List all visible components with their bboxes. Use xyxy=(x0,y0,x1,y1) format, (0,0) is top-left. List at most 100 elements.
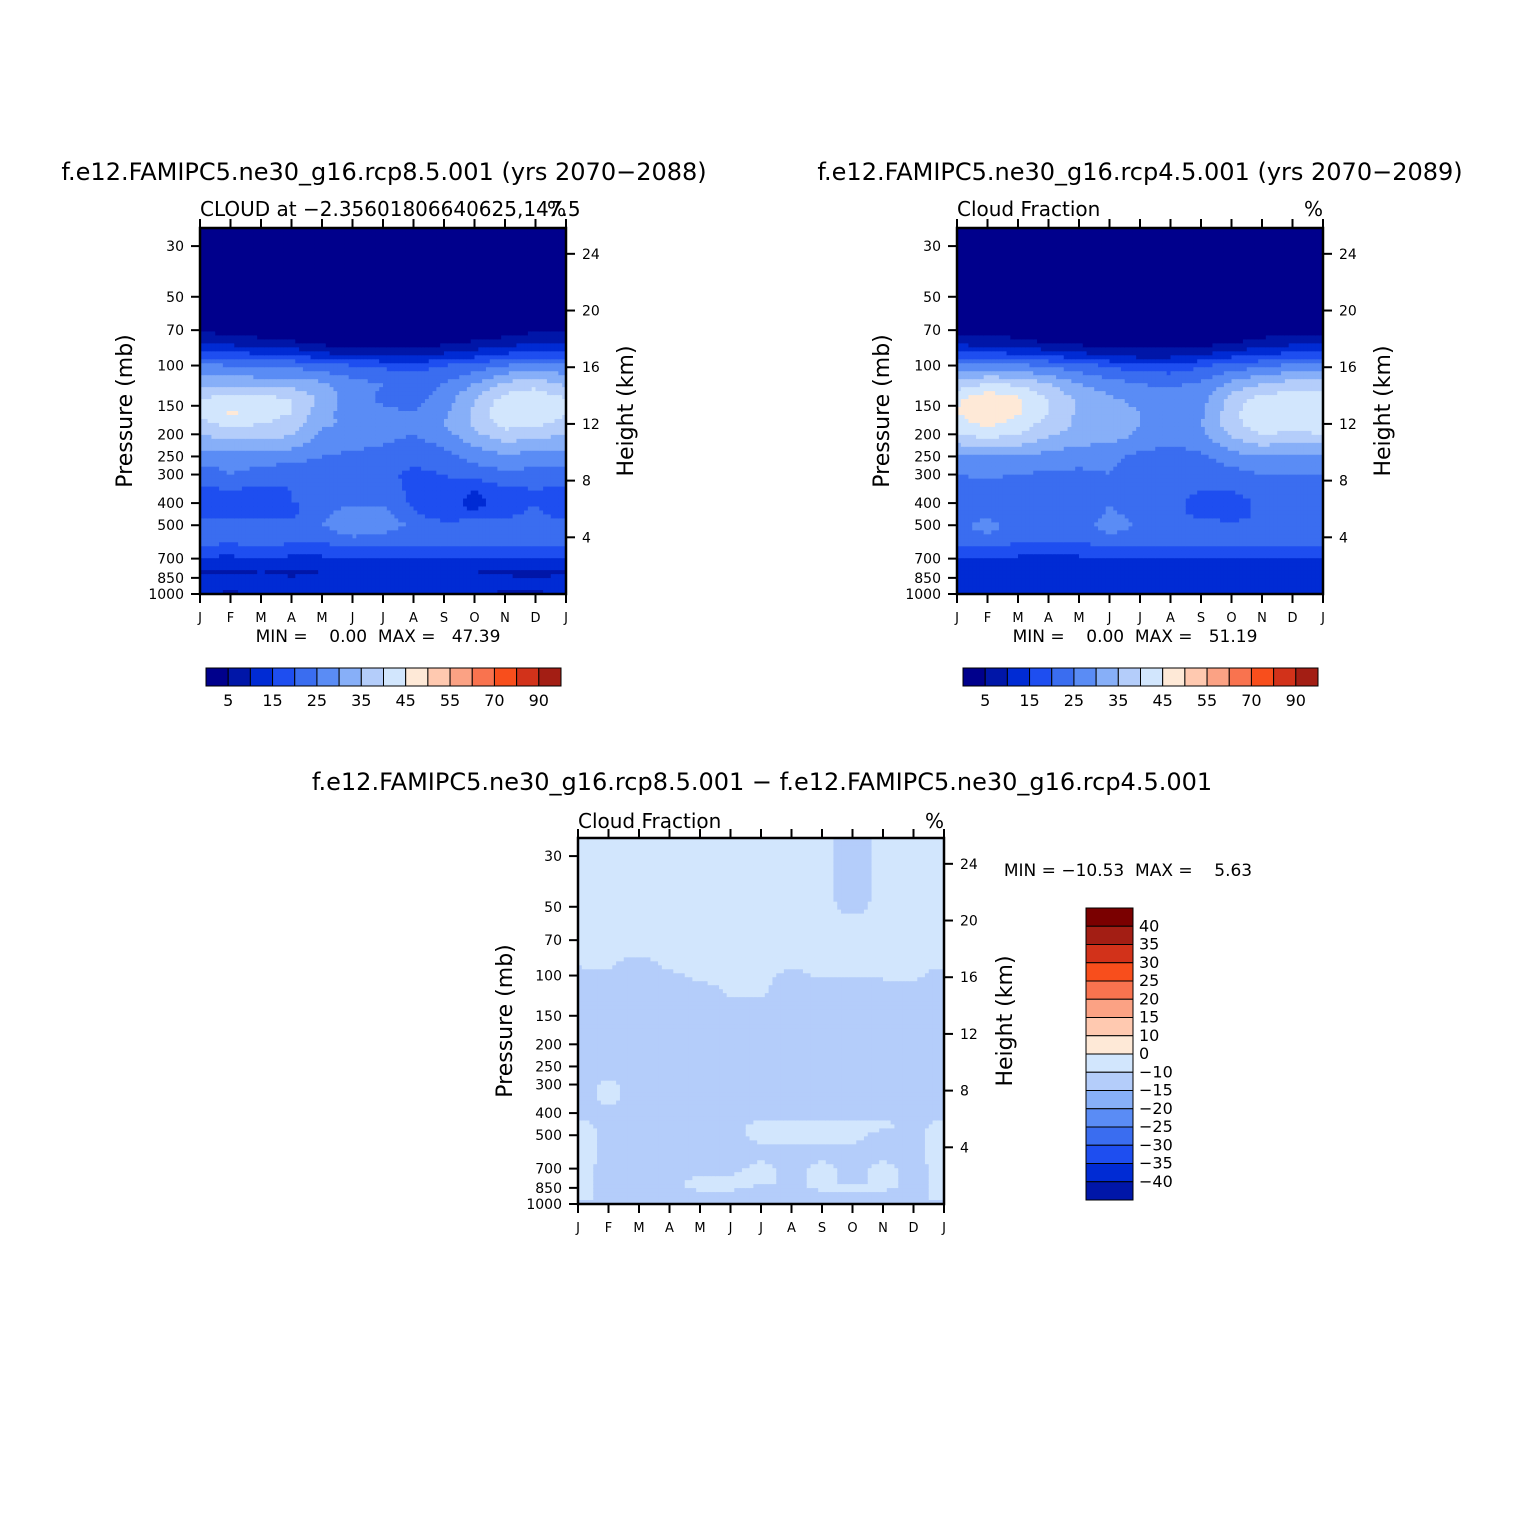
contour-cell xyxy=(234,343,238,348)
contour-cell xyxy=(231,300,235,305)
contour-cell xyxy=(269,260,273,265)
contour-cell xyxy=(311,411,315,416)
contour-cell xyxy=(299,435,303,440)
contour-cell xyxy=(204,343,208,348)
contour-cell xyxy=(219,331,223,336)
contour-cell xyxy=(208,312,212,317)
contour-cell xyxy=(250,522,254,527)
contour-cell xyxy=(250,379,254,384)
contour-cell xyxy=(208,578,212,583)
contour-cell xyxy=(280,292,284,297)
contour-cell xyxy=(246,331,250,336)
contour-cell xyxy=(284,316,288,321)
contour-cell xyxy=(261,288,265,293)
contour-cell xyxy=(234,419,238,424)
contour-cell xyxy=(272,483,276,488)
contour-cell xyxy=(231,244,235,249)
contour-cell xyxy=(272,518,276,523)
contour-cell xyxy=(307,495,311,500)
contour-cell xyxy=(276,391,280,396)
contour-cell xyxy=(227,300,231,305)
contour-cell xyxy=(242,415,246,420)
contour-cell xyxy=(272,371,276,376)
contour-cell xyxy=(261,387,265,392)
contour-cell xyxy=(314,574,318,579)
contour-cell xyxy=(238,459,242,464)
contour-cell xyxy=(265,327,269,332)
contour-cell xyxy=(269,320,273,325)
contour-cell xyxy=(246,232,250,237)
contour-cell xyxy=(261,232,265,237)
contour-cell xyxy=(311,483,315,488)
contour-cell xyxy=(276,280,280,285)
contour-cell xyxy=(272,379,276,384)
contour-cell xyxy=(318,284,322,289)
contour-cell xyxy=(208,471,212,476)
contour-cell xyxy=(284,256,288,261)
contour-cell xyxy=(265,272,269,277)
contour-cell xyxy=(231,323,235,328)
contour-cell xyxy=(261,403,265,408)
contour-cell xyxy=(311,503,315,508)
contour-cell xyxy=(231,367,235,372)
contour-cell xyxy=(295,407,299,412)
contour-cell xyxy=(227,546,231,551)
contour-cell xyxy=(211,375,215,380)
contour-cell xyxy=(238,403,242,408)
contour-cell xyxy=(318,327,322,332)
contour-cell xyxy=(215,427,219,432)
contour-cell xyxy=(284,244,288,249)
contour-cell xyxy=(238,375,242,380)
contour-cell xyxy=(242,276,246,281)
contour-cell xyxy=(314,463,318,468)
contour-cell xyxy=(269,363,273,368)
contour-cell xyxy=(311,383,315,388)
contour-cell xyxy=(238,320,242,325)
contour-cell xyxy=(257,351,261,356)
contour-cell xyxy=(311,435,315,440)
contour-cell xyxy=(253,506,257,511)
contour-cell xyxy=(234,335,238,340)
contour-cell xyxy=(269,300,273,305)
contour-cell xyxy=(292,435,296,440)
contour-cell xyxy=(318,367,322,372)
contour-cell xyxy=(280,240,284,245)
contour-cell xyxy=(246,335,250,340)
contour-cell xyxy=(227,455,231,460)
contour-cell xyxy=(269,451,273,456)
contour-cell xyxy=(265,304,269,309)
contour-cell xyxy=(272,475,276,480)
contour-cell xyxy=(253,387,257,392)
contour-cell xyxy=(288,510,292,515)
contour-cell xyxy=(227,240,231,245)
contour-cell xyxy=(219,510,223,515)
contour-cell xyxy=(250,447,254,452)
contour-cell xyxy=(253,431,257,436)
contour-cell xyxy=(234,415,238,420)
contour-cell xyxy=(299,256,303,261)
contour-cell xyxy=(269,296,273,301)
contour-cell xyxy=(250,419,254,424)
contour-cell xyxy=(303,582,307,587)
contour-cell xyxy=(250,427,254,432)
contour-cell xyxy=(318,403,322,408)
contour-cell xyxy=(219,236,223,241)
contour-cell xyxy=(227,355,231,360)
contour-cell xyxy=(318,451,322,456)
contour-cell xyxy=(307,558,311,563)
contour-cell xyxy=(276,300,280,305)
contour-cell xyxy=(303,280,307,285)
contour-cell xyxy=(276,351,280,356)
contour-cell xyxy=(299,419,303,424)
contour-cell xyxy=(314,479,318,484)
contour-cell xyxy=(265,320,269,325)
contour-cell xyxy=(215,264,219,269)
contour-cell xyxy=(242,347,246,352)
contour-cell xyxy=(307,280,311,285)
contour-cell xyxy=(211,510,215,515)
contour-cell xyxy=(269,351,273,356)
contour-cell xyxy=(223,296,227,301)
contour-cell xyxy=(318,550,322,555)
contour-cell xyxy=(276,479,280,484)
contour-cell xyxy=(246,586,250,591)
